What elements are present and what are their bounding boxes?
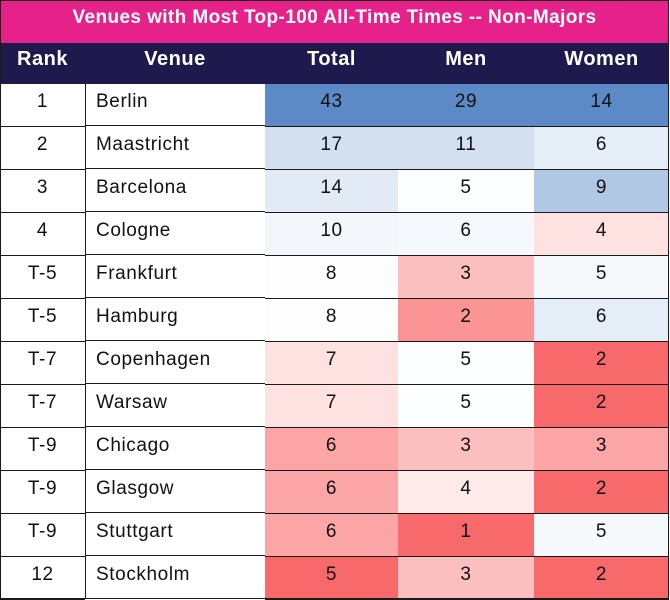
venue-cell: Stuttgart (85, 514, 265, 556)
women-cell: 6 (534, 299, 669, 342)
rank-cell: T-9 (0, 514, 85, 557)
venue-cell: Maastricht (85, 127, 265, 169)
table-row: T-5 Hamburg 8 2 6 (0, 299, 669, 342)
total-cell: 43 (265, 84, 398, 127)
men-cell: 1 (398, 514, 534, 557)
women-cell: 6 (534, 127, 669, 170)
total-cell: 8 (265, 299, 398, 342)
rank-cell: 3 (0, 170, 85, 213)
venue-cell: Berlin (85, 84, 265, 126)
total-cell: 7 (265, 385, 398, 428)
rank-cell: T-5 (0, 299, 85, 342)
table-row: T-5 Frankfurt 8 3 5 (0, 256, 669, 299)
header-men: Men (445, 48, 487, 70)
table-row: 3 Barcelona 14 5 9 (0, 170, 669, 213)
header-venue: Venue (144, 48, 206, 70)
venue-cell: Copenhagen (85, 342, 265, 384)
total-cell: 17 (265, 127, 398, 170)
rank-cell: T-9 (0, 471, 85, 514)
men-cell: 5 (398, 385, 534, 428)
rank-cell: T-9 (0, 428, 85, 471)
table-row: T-9 Stuttgart 6 1 5 (0, 514, 669, 557)
table-row: T-7 Warsaw 7 5 2 (0, 385, 669, 428)
rank-cell: T-7 (0, 342, 85, 385)
women-cell: 2 (534, 342, 669, 385)
women-cell: 9 (534, 170, 669, 213)
table-row: 1 Berlin 43 29 14 (0, 84, 669, 127)
men-cell: 5 (398, 342, 534, 385)
men-cell: 3 (398, 428, 534, 471)
venue-cell: Stockholm (85, 557, 265, 599)
rank-cell: 12 (0, 557, 85, 600)
table-row: 4 Cologne 10 6 4 (0, 213, 669, 256)
rank-cell: 2 (0, 127, 85, 170)
header-women: Women (564, 48, 639, 70)
rank-cell: T-7 (0, 385, 85, 428)
table-row: 12 Stockholm 5 3 2 (0, 557, 669, 600)
venue-cell: Cologne (85, 213, 265, 255)
table-row: T-9 Chicago 6 3 3 (0, 428, 669, 471)
men-cell: 2 (398, 299, 534, 342)
rank-cell: 1 (0, 84, 85, 127)
table-title: Venues with Most Top-100 All-Time Times … (0, 0, 669, 43)
women-cell: 2 (534, 385, 669, 428)
women-cell: 5 (534, 256, 669, 299)
women-cell: 2 (534, 471, 669, 514)
total-cell: 14 (265, 170, 398, 213)
table-row: 2 Maastricht 17 11 6 (0, 127, 669, 170)
total-cell: 10 (265, 213, 398, 256)
total-cell: 5 (265, 557, 398, 600)
men-cell: 6 (398, 213, 534, 256)
men-cell: 5 (398, 170, 534, 213)
venue-cell: Chicago (85, 428, 265, 470)
women-cell: 2 (534, 557, 669, 600)
venue-cell: Glasgow (85, 471, 265, 513)
total-cell: 8 (265, 256, 398, 299)
rank-cell: T-5 (0, 256, 85, 299)
total-cell: 6 (265, 428, 398, 471)
men-cell: 11 (398, 127, 534, 170)
rank-cell: 4 (0, 213, 85, 256)
men-cell: 3 (398, 256, 534, 299)
header-rank: Rank (17, 48, 68, 70)
venue-cell: Barcelona (85, 170, 265, 212)
women-cell: 5 (534, 514, 669, 557)
total-cell: 7 (265, 342, 398, 385)
total-cell: 6 (265, 471, 398, 514)
table-header: Rank Venue Total Men Women (0, 43, 669, 84)
men-cell: 4 (398, 471, 534, 514)
women-cell: 3 (534, 428, 669, 471)
women-cell: 14 (534, 84, 669, 127)
header-total: Total (307, 48, 356, 70)
women-cell: 4 (534, 213, 669, 256)
table-row: T-7 Copenhagen 7 5 2 (0, 342, 669, 385)
venue-cell: Warsaw (85, 385, 265, 427)
venue-cell: Hamburg (85, 299, 265, 341)
men-cell: 29 (398, 84, 534, 127)
table-row: T-9 Glasgow 6 4 2 (0, 471, 669, 514)
men-cell: 3 (398, 557, 534, 600)
venue-cell: Frankfurt (85, 256, 265, 298)
total-cell: 6 (265, 514, 398, 557)
